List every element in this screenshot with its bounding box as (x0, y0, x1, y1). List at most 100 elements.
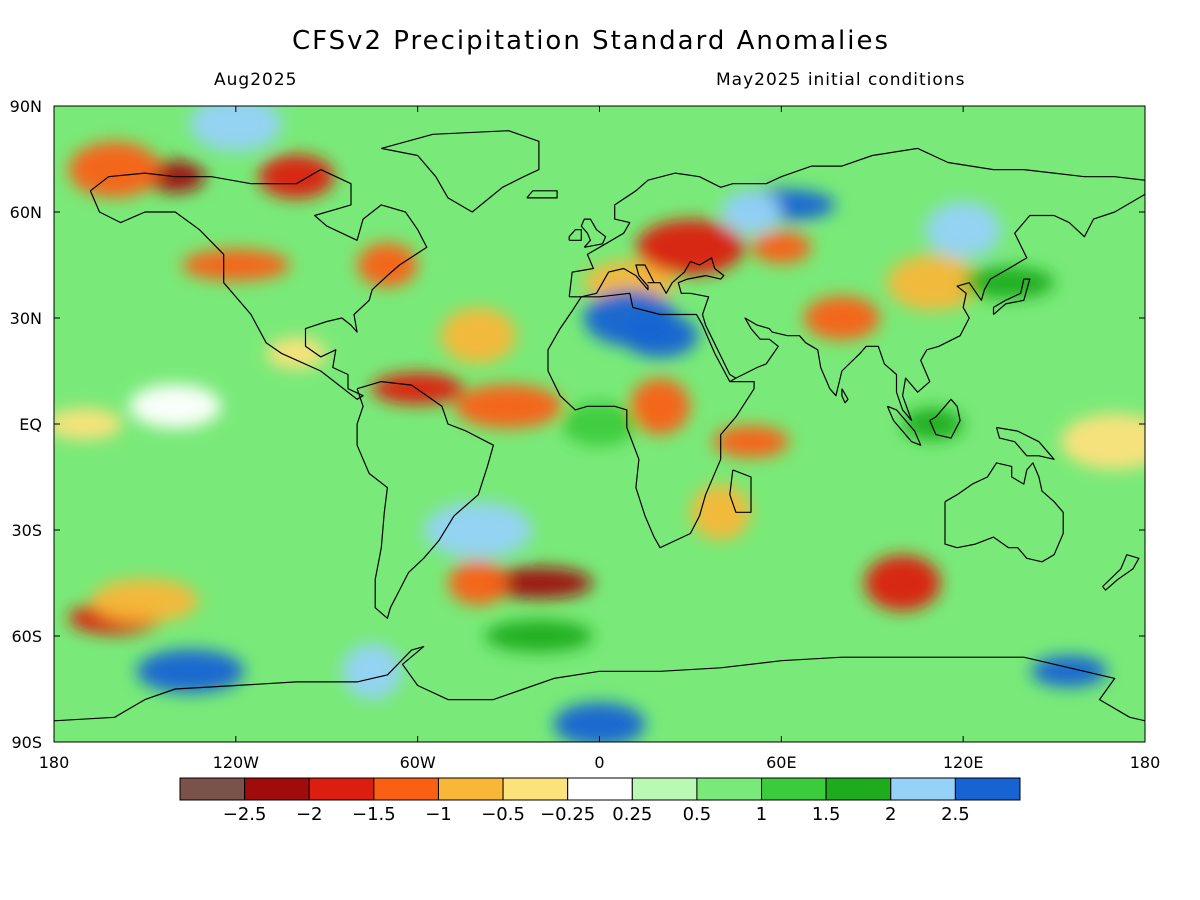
anomaly-patch (90, 578, 199, 623)
anomaly-patch (68, 141, 161, 198)
anomaly-patch-layer (54, 106, 1145, 742)
anomaly-patch (129, 384, 222, 429)
colorbar-label: 1 (756, 804, 767, 825)
anomaly-patch (561, 402, 638, 446)
anomaly-patch (136, 649, 245, 694)
lat-tick-label: EQ (19, 415, 42, 434)
colorbar-label: −2 (296, 804, 323, 825)
coastline-south-america (356, 381, 494, 619)
anomaly-patch (266, 337, 327, 370)
colorbar-swatch (567, 777, 633, 801)
colorbar-label: −0.25 (540, 804, 595, 825)
anomaly-patch (583, 290, 676, 346)
coastline-new-zealand (1102, 554, 1140, 591)
colorbar-label: 0.5 (683, 804, 712, 825)
coastline-borneo (929, 398, 961, 439)
colorbar-swatch (502, 777, 569, 801)
anomaly-patch (721, 190, 782, 234)
coastline-sumatra (886, 405, 922, 446)
anomaly-patch (553, 702, 646, 742)
anomaly-patch (864, 555, 941, 611)
colorbar-label: −1.5 (352, 804, 396, 825)
coastline-antarctica (54, 646, 1145, 722)
colorbar-swatch (890, 777, 956, 801)
colorbar-swatch (179, 777, 246, 801)
latitude-axis: 90N 60N 30N EQ 30S 60S 90S (10, 97, 1145, 752)
lat-tick-label: 60N (10, 203, 42, 222)
anomaly-patch (448, 561, 509, 605)
anomaly-patch (454, 384, 563, 429)
colorbar-swatch (373, 777, 439, 801)
coastline-iceland (526, 190, 558, 199)
colorbar-label: −1 (425, 804, 452, 825)
lon-tick-label: 180 (39, 753, 70, 772)
colorbar-swatch (954, 777, 1021, 801)
coastline-greenland (381, 130, 540, 213)
anomaly-patch (484, 620, 593, 652)
anomaly-patch (630, 378, 691, 435)
coastline-japan (992, 278, 1031, 315)
colorbar-label: 2 (885, 804, 896, 825)
coastline-arabia-horn-gap (729, 377, 737, 383)
coastline-great-britain (580, 218, 607, 248)
anomaly-patch (751, 231, 812, 264)
lon-tick-label: 0 (594, 753, 604, 772)
coastline-australia (944, 462, 1064, 563)
colorbar-swatch (696, 777, 763, 801)
lon-tick-label: 60W (400, 753, 436, 772)
colorbar-swatch (761, 777, 827, 801)
coastline-africa (547, 292, 755, 549)
colorbar-swatch (825, 777, 892, 801)
colorbar-boxes (179, 777, 1021, 801)
colorbar-swatch (308, 777, 375, 801)
lat-tick-label: 90N (10, 97, 42, 116)
colorbar-label: 1.5 (812, 804, 841, 825)
colorbar-label: 2.5 (941, 804, 970, 825)
anomaly-patch (962, 266, 1055, 299)
longitude-axis: 180 120W 60W 0 60E 120E 180 (39, 106, 1161, 772)
coastline-sri-lanka (841, 388, 849, 404)
lat-tick-label: 30S (11, 521, 42, 540)
anomaly-patch (1060, 413, 1145, 470)
lon-tick-label: 120W (213, 753, 260, 772)
anomaly-patch (342, 643, 403, 700)
anomaly-patch (258, 154, 335, 199)
anomaly-patch (357, 243, 418, 287)
coastline-layer (54, 130, 1145, 722)
lat-tick-label: 90S (11, 733, 42, 752)
anomaly-patch (583, 260, 676, 305)
colorbar-swatch (631, 777, 698, 801)
coastline-madagascar (729, 469, 752, 513)
colorbar-swatch (437, 777, 504, 801)
anomaly-patch (424, 502, 533, 558)
lon-tick-label: 120E (943, 753, 984, 772)
anomaly-patch (902, 408, 963, 440)
lat-tick-label: 60S (11, 627, 42, 646)
lat-tick-label: 30N (10, 309, 42, 328)
anomaly-patch (713, 425, 790, 458)
anomaly-patch (690, 484, 751, 541)
anomaly-patch (440, 307, 517, 364)
map-title: CFSv2 Precipitation Standard Anomalies (291, 26, 891, 56)
anomaly-patch (54, 408, 123, 440)
coastline-ireland (568, 229, 582, 241)
coastline-north-america (89, 169, 428, 400)
colorbar-label: −2.5 (223, 804, 267, 825)
anomaly-patch (886, 254, 979, 311)
anomaly-patch (636, 219, 745, 276)
lon-tick-label: 180 (1130, 753, 1161, 772)
colorbar-label: 0.25 (612, 804, 652, 825)
anomaly-patch (925, 201, 1002, 258)
coastline-new-guinea (995, 426, 1055, 460)
anomaly-patch (189, 106, 282, 152)
init-conditions-label: May2025 initial conditions (716, 70, 966, 90)
colorbar-swatch (244, 777, 310, 801)
lon-tick-label: 60E (766, 753, 796, 772)
coastline-eurasia (568, 147, 1145, 422)
anomaly-patch (181, 249, 290, 281)
colorbar-labels: −2.5 −2 −1.5 −1 −0.5 −0.25 0.25 0.5 1 1.5 2 2.5 (223, 804, 970, 825)
valid-month-label: Aug2025 (214, 70, 298, 90)
anomaly-patch (484, 567, 593, 599)
